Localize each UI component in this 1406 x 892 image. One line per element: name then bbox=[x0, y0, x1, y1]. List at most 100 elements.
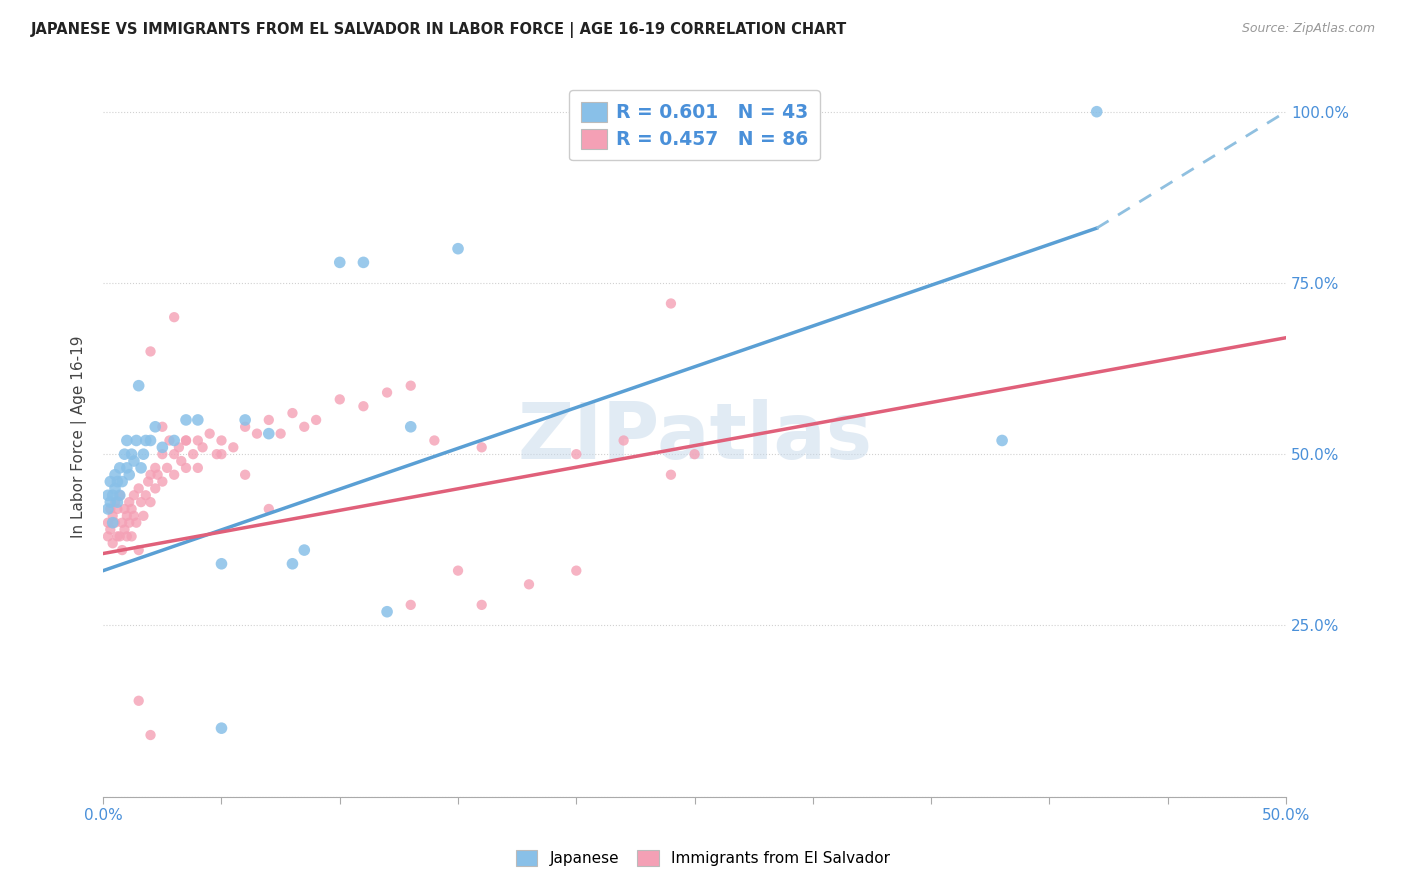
Point bbox=[233, 467, 256, 482]
Point bbox=[211, 434, 233, 448]
Point bbox=[156, 461, 179, 475]
Point bbox=[292, 543, 315, 558]
Point bbox=[122, 454, 145, 468]
Point bbox=[121, 502, 143, 516]
Point bbox=[98, 475, 121, 489]
Point bbox=[121, 529, 143, 543]
Point bbox=[101, 536, 124, 550]
Point bbox=[257, 426, 280, 441]
Point bbox=[205, 447, 228, 461]
Point bbox=[97, 502, 120, 516]
Point bbox=[128, 694, 150, 708]
Point bbox=[108, 488, 131, 502]
Point bbox=[125, 434, 148, 448]
Point bbox=[111, 475, 134, 489]
Point bbox=[233, 419, 256, 434]
Point bbox=[108, 488, 131, 502]
Point bbox=[211, 721, 233, 735]
Point bbox=[104, 482, 127, 496]
Point bbox=[98, 502, 121, 516]
Point bbox=[292, 419, 315, 434]
Point bbox=[150, 419, 173, 434]
Point bbox=[174, 434, 197, 448]
Point bbox=[104, 467, 127, 482]
Point bbox=[399, 598, 422, 612]
Point bbox=[471, 598, 494, 612]
Point bbox=[139, 434, 162, 448]
Point bbox=[187, 434, 209, 448]
Point bbox=[659, 467, 682, 482]
Point bbox=[281, 557, 304, 571]
Legend: R = 0.601   N = 43, R = 0.457   N = 86: R = 0.601 N = 43, R = 0.457 N = 86 bbox=[569, 90, 820, 161]
Point bbox=[121, 447, 143, 461]
Point bbox=[115, 461, 138, 475]
Point bbox=[565, 564, 588, 578]
Point bbox=[683, 447, 706, 461]
Point bbox=[174, 434, 197, 448]
Point bbox=[135, 488, 157, 502]
Point bbox=[375, 385, 398, 400]
Point bbox=[1085, 104, 1108, 119]
Point bbox=[257, 502, 280, 516]
Point bbox=[146, 467, 169, 482]
Text: Source: ZipAtlas.com: Source: ZipAtlas.com bbox=[1241, 22, 1375, 36]
Point bbox=[174, 413, 197, 427]
Point bbox=[122, 488, 145, 502]
Point bbox=[101, 508, 124, 523]
Point bbox=[352, 399, 374, 413]
Point bbox=[139, 467, 162, 482]
Point bbox=[447, 242, 470, 256]
Point bbox=[125, 516, 148, 530]
Point bbox=[163, 467, 186, 482]
Point bbox=[211, 447, 233, 461]
Point bbox=[129, 495, 152, 509]
Point bbox=[128, 482, 150, 496]
Point bbox=[163, 434, 186, 448]
Point bbox=[97, 529, 120, 543]
Point bbox=[270, 426, 292, 441]
Point bbox=[181, 447, 204, 461]
Y-axis label: In Labor Force | Age 16-19: In Labor Force | Age 16-19 bbox=[72, 335, 87, 538]
Point bbox=[132, 508, 155, 523]
Text: ZIPatlas: ZIPatlas bbox=[517, 399, 872, 475]
Point bbox=[187, 413, 209, 427]
Point bbox=[222, 440, 245, 454]
Point bbox=[211, 557, 233, 571]
Point bbox=[329, 392, 352, 407]
Point bbox=[163, 310, 186, 325]
Point bbox=[135, 434, 157, 448]
Point bbox=[143, 482, 166, 496]
Text: JAPANESE VS IMMIGRANTS FROM EL SALVADOR IN LABOR FORCE | AGE 16-19 CORRELATION C: JAPANESE VS IMMIGRANTS FROM EL SALVADOR … bbox=[31, 22, 848, 38]
Point bbox=[170, 454, 193, 468]
Point bbox=[97, 488, 120, 502]
Point bbox=[107, 502, 129, 516]
Point bbox=[115, 529, 138, 543]
Point bbox=[118, 495, 141, 509]
Point bbox=[399, 419, 422, 434]
Point bbox=[114, 502, 136, 516]
Point bbox=[281, 406, 304, 420]
Point bbox=[143, 419, 166, 434]
Point bbox=[108, 461, 131, 475]
Point bbox=[163, 447, 186, 461]
Point bbox=[447, 564, 470, 578]
Point bbox=[257, 413, 280, 427]
Point bbox=[104, 495, 127, 509]
Point bbox=[143, 461, 166, 475]
Point bbox=[139, 344, 162, 359]
Point bbox=[150, 475, 173, 489]
Point bbox=[139, 495, 162, 509]
Point bbox=[167, 440, 190, 454]
Point bbox=[613, 434, 636, 448]
Point bbox=[97, 516, 120, 530]
Point bbox=[991, 434, 1014, 448]
Point bbox=[111, 516, 134, 530]
Point bbox=[375, 605, 398, 619]
Point bbox=[132, 447, 155, 461]
Point bbox=[305, 413, 328, 427]
Point bbox=[159, 434, 181, 448]
Point bbox=[129, 461, 152, 475]
Point bbox=[352, 255, 374, 269]
Point bbox=[128, 543, 150, 558]
Point bbox=[107, 495, 129, 509]
